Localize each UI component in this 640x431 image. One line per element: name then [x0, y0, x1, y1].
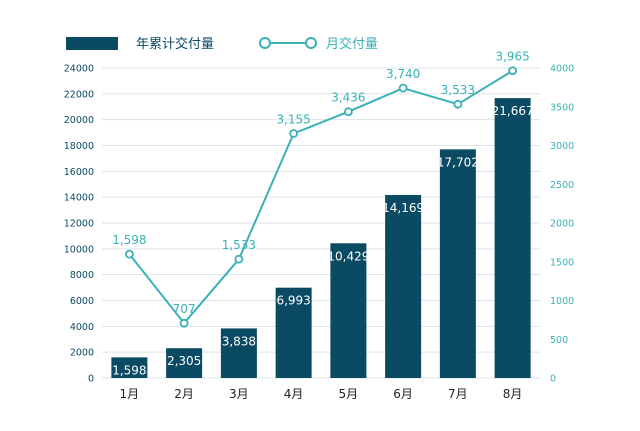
line-point [453, 99, 463, 109]
x-tick-label: 6月 [393, 387, 413, 401]
bar-value-label: 21,667 [492, 104, 534, 118]
right-tick-label: 500 [550, 335, 568, 346]
bar-series [111, 98, 531, 378]
bar-value-label: 17,702 [437, 155, 479, 169]
bar-value-label: 6,993 [276, 294, 310, 308]
bar [111, 357, 148, 378]
line-point [343, 107, 353, 117]
bar-value-label: 10,429 [327, 249, 369, 263]
bar-value-label: 3,838 [222, 334, 256, 348]
right-tick-label: 2000 [550, 219, 574, 230]
right-tick-label: 4000 [550, 64, 574, 75]
x-tick-label: 5月 [339, 387, 359, 401]
line-point [398, 83, 408, 93]
legend-line-label: 月交付量 [326, 36, 378, 52]
legend-line-marker-right [305, 37, 317, 49]
left-tick-label: 2000 [70, 348, 94, 359]
legend-bar-swatch [66, 37, 118, 50]
left-tick-label: 8000 [70, 270, 94, 281]
gridlines [102, 67, 540, 379]
line-value-labels: 1,598 707 1,533 3,155 3,436 3,740 3,533 3,965 [112, 50, 530, 316]
bar-value-label: 1,598 [112, 363, 146, 377]
left-tick-label: 22000 [64, 89, 94, 100]
x-tick-label: 3月 [229, 387, 249, 401]
left-tick-label: 16000 [64, 167, 94, 178]
line-value-label: 707 [173, 302, 196, 316]
bar [330, 243, 367, 378]
line-point [179, 318, 189, 328]
line-value-label: 3,436 [331, 91, 365, 105]
line-value-label: 1,598 [112, 233, 146, 247]
x-tick-label: 4月 [284, 387, 304, 401]
bar [494, 98, 531, 378]
line-point [234, 254, 244, 264]
left-tick-label: 12000 [64, 219, 94, 230]
right-tick-label: 2500 [550, 180, 574, 191]
left-tick-label: 24000 [64, 64, 94, 75]
legend-bar-label: 年累计交付量 [136, 36, 214, 52]
left-tick-label: 0 [88, 374, 94, 385]
line-point [508, 66, 518, 76]
right-tick-label: 1000 [550, 296, 574, 307]
left-tick-label: 4000 [70, 322, 94, 333]
x-tick-label: 2月 [174, 387, 194, 401]
legend-line-marker-left [259, 37, 271, 49]
right-axis: 0 500 1000 1500 2000 2500 3000 3500 4000 [550, 64, 574, 385]
right-tick-label: 0 [550, 374, 556, 385]
bar-value-labels: 1,598 2,305 3,838 6,993 10,429 14,169 17,702 21… [112, 104, 533, 377]
bar-value-label: 14,169 [382, 201, 424, 215]
line-value-label: 3,155 [276, 112, 310, 126]
line-value-label: 1,533 [222, 238, 256, 252]
left-tick-label: 14000 [64, 193, 94, 204]
bar-value-label: 2,305 [167, 354, 201, 368]
left-tick-label: 6000 [70, 296, 94, 307]
line-value-label: 3,533 [441, 83, 475, 97]
bar [439, 149, 476, 378]
line-point [124, 249, 134, 259]
left-axis: 0 2000 4000 6000 8000 10000 12000 14000 16000 180… [64, 64, 94, 385]
bar [166, 348, 203, 378]
line-value-label: 3,965 [495, 50, 529, 64]
bar [220, 328, 257, 378]
legend: 年累计交付量 月交付量 [66, 36, 378, 52]
line-series [124, 66, 518, 328]
bar [385, 194, 422, 378]
bar [275, 287, 312, 378]
left-tick-label: 20000 [64, 115, 94, 126]
x-tick-label: 7月 [448, 387, 468, 401]
right-tick-label: 1500 [550, 257, 574, 268]
left-tick-label: 18000 [64, 141, 94, 152]
right-tick-label: 3000 [550, 141, 574, 152]
left-tick-label: 10000 [64, 244, 94, 255]
series-line [128, 69, 514, 325]
right-tick-label: 3500 [550, 102, 574, 113]
x-tick-label: 1月 [120, 387, 140, 401]
line-point [289, 129, 299, 138]
x-tick-label: 8月 [503, 387, 523, 401]
x-axis: 1月 2月 3月 4月 5月 6月 7月 8月 [120, 387, 523, 401]
line-value-label: 3,740 [386, 67, 420, 81]
